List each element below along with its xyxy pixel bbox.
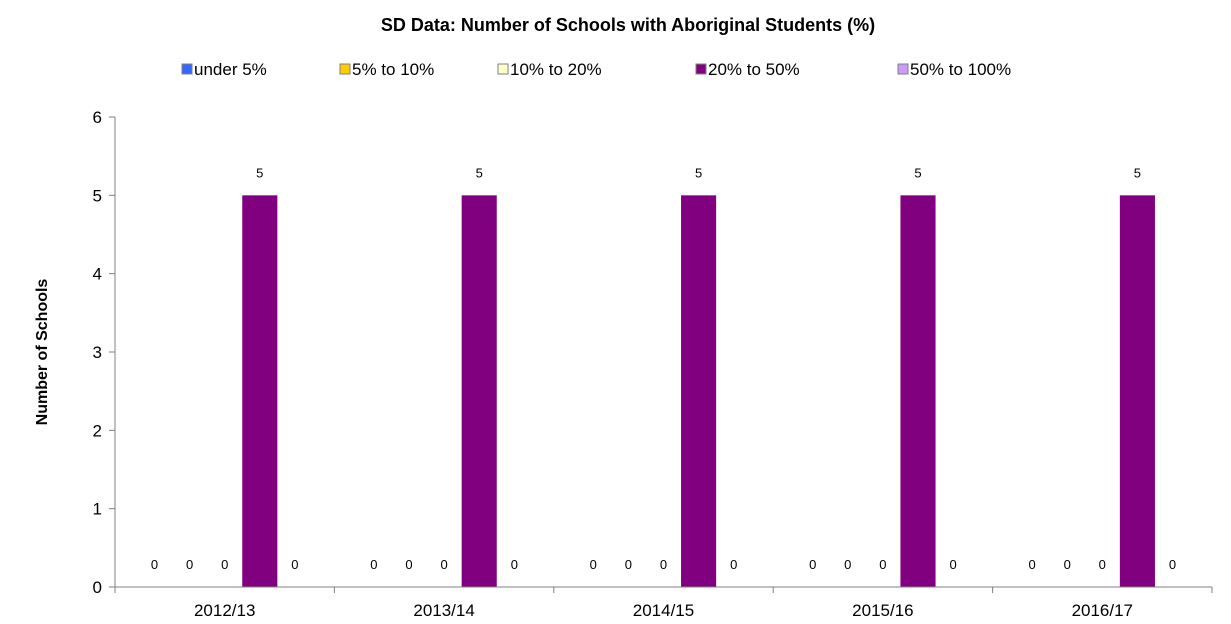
- data-label: 0: [440, 557, 447, 572]
- legend-swatch: [897, 63, 909, 75]
- y-tick-label: 5: [93, 186, 102, 205]
- x-tick-label: 2013/14: [413, 601, 474, 620]
- legend-swatch: [339, 63, 351, 75]
- data-label: 0: [809, 557, 816, 572]
- y-tick-label: 3: [93, 343, 102, 362]
- data-label: 0: [625, 557, 632, 572]
- data-label: 0: [590, 557, 597, 572]
- data-label: 0: [186, 557, 193, 572]
- data-label: 0: [221, 557, 228, 572]
- legend: under 5% 5% to 10% 10% to 20% 20% to 50% 50%…: [181, 60, 1011, 79]
- x-axis: 2012/13 2013/14 2014/15 2015/16 2016/17: [114, 587, 1213, 620]
- y-axis: 0 1 2 3 4 5 6: [93, 108, 115, 597]
- y-axis-label: Number of Schools: [34, 279, 51, 426]
- y-tick-label: 6: [93, 108, 102, 127]
- bars: [242, 195, 1155, 588]
- y-tick-label: 4: [93, 265, 102, 284]
- legend-label: 10% to 20%: [510, 60, 602, 79]
- legend-label: 20% to 50%: [708, 60, 800, 79]
- bar: [681, 195, 717, 588]
- bar: [1119, 195, 1155, 588]
- data-label: 0: [1099, 557, 1106, 572]
- legend-label: under 5%: [194, 60, 267, 79]
- data-label: 5: [914, 165, 921, 180]
- data-label: 0: [1028, 557, 1035, 572]
- legend-label: 5% to 10%: [352, 60, 434, 79]
- y-tick-label: 1: [93, 500, 102, 519]
- data-label: 0: [1064, 557, 1071, 572]
- legend-label: 50% to 100%: [910, 60, 1011, 79]
- y-tick-label: 2: [93, 421, 102, 440]
- data-label: 0: [730, 557, 737, 572]
- data-label: 5: [1134, 165, 1141, 180]
- x-tick-label: 2014/15: [633, 601, 694, 620]
- data-label: 5: [476, 165, 483, 180]
- data-label: 0: [1169, 557, 1176, 572]
- chart-title: SD Data: Number of Schools with Aborigin…: [381, 15, 875, 35]
- x-tick-label: 2015/16: [852, 601, 913, 620]
- data-label: 0: [879, 557, 886, 572]
- data-labels: 0 0 0 5 0 0 0 0 5 0 0 0 0 5 0 0 0 0 5 0 0 0 0 5 0: [151, 165, 1176, 572]
- data-label: 5: [695, 165, 702, 180]
- legend-swatch: [181, 63, 193, 75]
- data-label: 0: [660, 557, 667, 572]
- data-label: 0: [949, 557, 956, 572]
- bar: [461, 195, 497, 588]
- bar: [242, 195, 278, 588]
- legend-swatch: [695, 63, 707, 75]
- data-label: 5: [256, 165, 263, 180]
- data-label: 0: [511, 557, 518, 572]
- x-tick-label: 2016/17: [1072, 601, 1133, 620]
- data-label: 0: [370, 557, 377, 572]
- y-tick-label: 0: [93, 578, 102, 597]
- data-label: 0: [405, 557, 412, 572]
- data-label: 0: [151, 557, 158, 572]
- data-label: 0: [844, 557, 851, 572]
- legend-swatch: [497, 63, 509, 75]
- data-label: 0: [291, 557, 298, 572]
- bar: [900, 195, 936, 588]
- x-tick-label: 2012/13: [194, 601, 255, 620]
